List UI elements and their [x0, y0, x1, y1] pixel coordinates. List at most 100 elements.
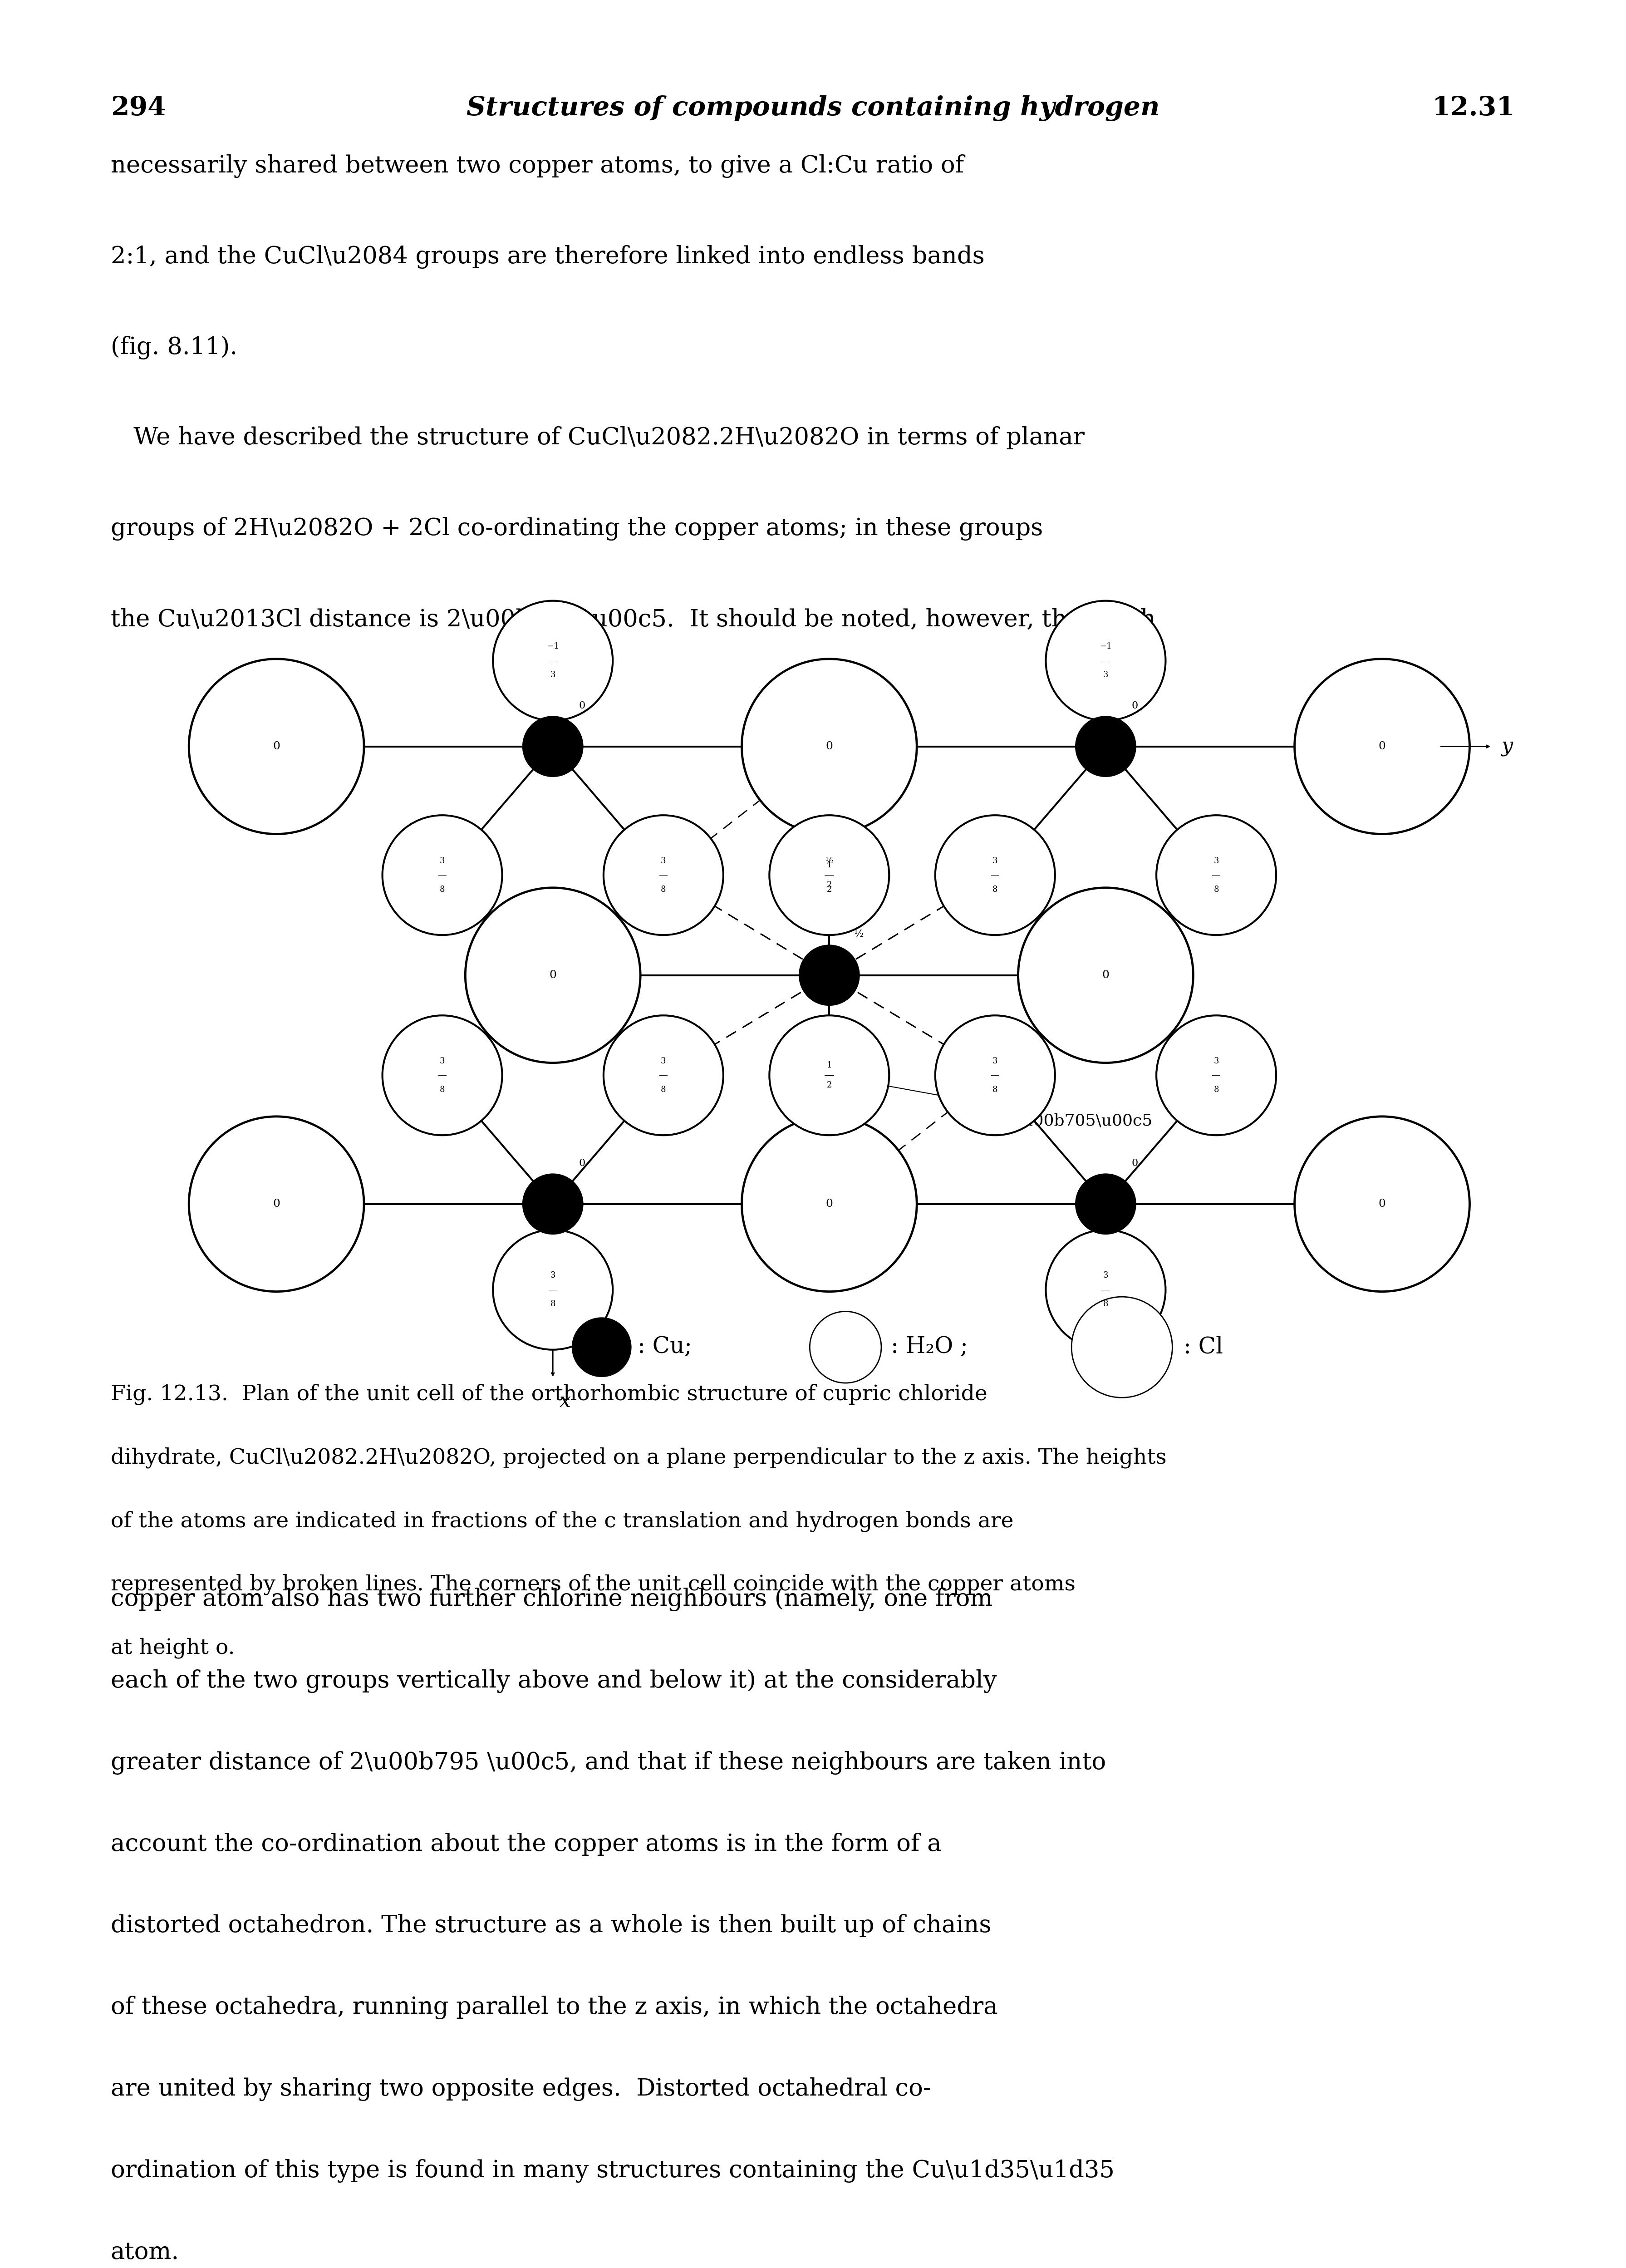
- Text: 3: 3: [1102, 671, 1109, 678]
- Text: 3: 3: [1213, 857, 1220, 864]
- Text: distorted octahedron. The structure as a whole is then built up of chains: distorted octahedron. The structure as a…: [111, 1914, 992, 1937]
- Text: : Cu;: : Cu;: [637, 1336, 691, 1359]
- Ellipse shape: [741, 1116, 917, 1290]
- Ellipse shape: [935, 1016, 1055, 1136]
- Text: groups of 2H\u2082O + 2Cl co-ordinating the copper atoms; in these groups: groups of 2H\u2082O + 2Cl co-ordinating …: [111, 517, 1042, 540]
- Text: −1: −1: [1099, 642, 1112, 651]
- Text: Fig. 12.13.  Plan of the unit cell of the orthorhombic structure of cupric chlor: Fig. 12.13. Plan of the unit cell of the…: [111, 1383, 987, 1404]
- Ellipse shape: [189, 660, 364, 835]
- Ellipse shape: [810, 1311, 881, 1383]
- Text: account the co-ordination about the copper atoms is in the form of a: account the co-ordination about the copp…: [111, 1833, 941, 1855]
- Text: 0: 0: [1132, 1159, 1138, 1168]
- Text: ―: ―: [990, 1070, 1000, 1080]
- Ellipse shape: [603, 1016, 724, 1136]
- Text: ―: ―: [1101, 1286, 1111, 1293]
- Text: 8: 8: [1213, 1086, 1220, 1093]
- Text: ―: ―: [548, 1286, 558, 1293]
- Text: 12.31: 12.31: [1433, 95, 1515, 120]
- Text: ―: ―: [437, 1070, 447, 1080]
- Ellipse shape: [603, 814, 724, 934]
- Text: (fig. 8.11).: (fig. 8.11).: [111, 336, 237, 358]
- Text: 0: 0: [1379, 1200, 1385, 1209]
- Text: 0: 0: [1102, 971, 1109, 980]
- Text: 0: 0: [1379, 742, 1385, 751]
- Text: are united by sharing two opposite edges.  Distorted octahedral co-: are united by sharing two opposite edges…: [111, 2077, 932, 2100]
- Text: ―: ―: [659, 871, 668, 880]
- Text: ―: ―: [1211, 1070, 1221, 1080]
- Text: ordination of this type is found in many structures containing the Cu\u1d35\u1d3: ordination of this type is found in many…: [111, 2159, 1114, 2182]
- Text: Structures of compounds containing hydrogen: Structures of compounds containing hydro…: [467, 95, 1159, 120]
- Text: 0: 0: [1132, 701, 1138, 710]
- Text: 2: 2: [826, 1082, 833, 1089]
- Text: ―: ―: [1101, 658, 1111, 665]
- Text: 8: 8: [439, 885, 446, 894]
- Ellipse shape: [189, 1116, 364, 1290]
- Ellipse shape: [493, 601, 613, 721]
- Text: ―: ―: [824, 871, 834, 880]
- Ellipse shape: [382, 814, 502, 934]
- Text: y: y: [1501, 737, 1512, 755]
- Text: 8: 8: [660, 1086, 667, 1093]
- Ellipse shape: [769, 1016, 889, 1136]
- Ellipse shape: [1072, 1297, 1172, 1397]
- Ellipse shape: [800, 946, 859, 1005]
- Text: We have described the structure of CuCl\u2082.2H\u2082O in terms of planar: We have described the structure of CuCl\…: [111, 426, 1085, 449]
- Text: : Cl: : Cl: [1184, 1336, 1223, 1359]
- Text: ―: ―: [659, 1070, 668, 1080]
- Text: 3: 3: [660, 857, 667, 864]
- Ellipse shape: [1018, 887, 1193, 1064]
- Text: 8: 8: [992, 885, 998, 894]
- Text: at height o.: at height o.: [111, 1637, 234, 1658]
- Text: 0: 0: [579, 701, 585, 710]
- Text: 0: 0: [273, 1200, 280, 1209]
- Text: dihydrate, CuCl\u2082.2H\u2082O, projected on a plane perpendicular to the z axi: dihydrate, CuCl\u2082.2H\u2082O, project…: [111, 1447, 1166, 1467]
- Text: 2: 2: [826, 880, 833, 889]
- Ellipse shape: [382, 1016, 502, 1136]
- Ellipse shape: [524, 717, 582, 776]
- Text: 8: 8: [1102, 1300, 1109, 1309]
- Text: atom.: atom.: [111, 2241, 179, 2263]
- Text: 8: 8: [550, 1300, 556, 1309]
- Text: the Cu\u2013Cl distance is 2\u00b726 \u00c5.  It should be noted, however, that : the Cu\u2013Cl distance is 2\u00b726 \u0…: [111, 608, 1156, 631]
- Ellipse shape: [1076, 1175, 1135, 1234]
- Text: 8: 8: [660, 885, 667, 894]
- Text: 3: 3: [660, 1057, 667, 1066]
- Text: 0: 0: [826, 742, 833, 751]
- Text: 3: 3: [550, 1272, 556, 1279]
- Ellipse shape: [935, 814, 1055, 934]
- Text: necessarily shared between two copper atoms, to give a Cl:Cu ratio of: necessarily shared between two copper at…: [111, 154, 964, 177]
- Text: ―: ―: [990, 871, 1000, 880]
- Ellipse shape: [1076, 717, 1135, 776]
- Text: 8: 8: [1213, 885, 1220, 894]
- Text: 8: 8: [439, 1086, 446, 1093]
- Text: ―: ―: [824, 1070, 834, 1080]
- Text: 294: 294: [111, 95, 166, 120]
- Text: ―: ―: [437, 871, 447, 880]
- Text: 0: 0: [273, 742, 280, 751]
- Text: ―: ―: [548, 658, 558, 665]
- Text: 2: 2: [826, 885, 833, 894]
- Text: 3: 3: [439, 1057, 446, 1066]
- Ellipse shape: [1294, 1116, 1470, 1290]
- Ellipse shape: [1294, 660, 1470, 835]
- Text: each of the two groups vertically above and below it) at the considerably: each of the two groups vertically above …: [111, 1669, 997, 1692]
- Ellipse shape: [493, 1229, 613, 1349]
- Ellipse shape: [769, 814, 889, 934]
- Text: 0: 0: [550, 971, 556, 980]
- Text: of these octahedra, running parallel to the z axis, in which the octahedra: of these octahedra, running parallel to …: [111, 1996, 998, 2019]
- Ellipse shape: [1156, 1016, 1276, 1136]
- Ellipse shape: [1046, 601, 1166, 721]
- Text: 8: 8: [992, 1086, 998, 1093]
- Text: 3: 3: [550, 671, 556, 678]
- Ellipse shape: [1156, 814, 1276, 934]
- Ellipse shape: [572, 1318, 631, 1377]
- Text: represented by broken lines. The corners of the unit cell coincide with the copp: represented by broken lines. The corners…: [111, 1574, 1075, 1594]
- Text: x: x: [559, 1393, 571, 1411]
- Text: 3: 3: [1213, 1057, 1220, 1066]
- Ellipse shape: [465, 887, 641, 1064]
- Text: 1: 1: [826, 862, 833, 869]
- Text: ½: ½: [826, 857, 833, 864]
- Text: ―: ―: [824, 871, 834, 880]
- Text: 3: 3: [992, 1057, 998, 1066]
- Ellipse shape: [741, 660, 917, 835]
